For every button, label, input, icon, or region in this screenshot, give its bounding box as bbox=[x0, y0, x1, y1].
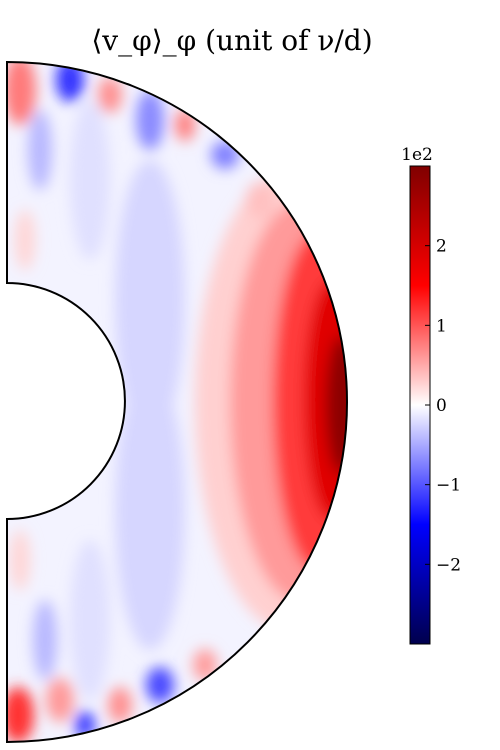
annulus-outline bbox=[6, 60, 348, 744]
field-blob bbox=[70, 100, 110, 260]
colorbar-tick-label: 0 bbox=[436, 396, 447, 416]
field-blob bbox=[7, 62, 36, 125]
colorbar-exponent-label: 1e2 bbox=[401, 145, 433, 165]
field-blob bbox=[115, 160, 185, 440]
field-blob bbox=[175, 109, 195, 141]
chart-title: ⟨v_φ⟩_φ (unit of ν/d) bbox=[91, 24, 372, 57]
field-blob bbox=[10, 530, 30, 590]
field-blob bbox=[108, 687, 132, 723]
field-blob bbox=[193, 649, 217, 681]
field-blob bbox=[136, 90, 164, 150]
colorbar-tick-label: −2 bbox=[436, 555, 461, 575]
field-blob bbox=[33, 600, 57, 680]
field-blob bbox=[146, 667, 174, 703]
colorbar-tick-label: 1 bbox=[436, 316, 447, 336]
field-blob bbox=[56, 62, 84, 102]
field-blob bbox=[98, 77, 122, 113]
field-blob bbox=[70, 540, 110, 700]
field-blob bbox=[326, 335, 347, 475]
colorbar-ticks: −2 −1 0 1 2 bbox=[425, 237, 461, 575]
colorbar: 1e2 −2 −1 0 1 2 bbox=[401, 145, 461, 645]
field-blob bbox=[7, 687, 34, 742]
heatmap-field bbox=[7, 62, 347, 742]
field-blob bbox=[28, 110, 52, 190]
colorbar-tick-label: 2 bbox=[436, 237, 447, 257]
field-blob bbox=[46, 678, 74, 722]
field-blob bbox=[15, 210, 35, 270]
field-blob bbox=[211, 141, 239, 169]
field-blob bbox=[246, 182, 274, 218]
field-blob bbox=[115, 370, 185, 650]
colorbar-tick-label: −1 bbox=[436, 476, 461, 496]
